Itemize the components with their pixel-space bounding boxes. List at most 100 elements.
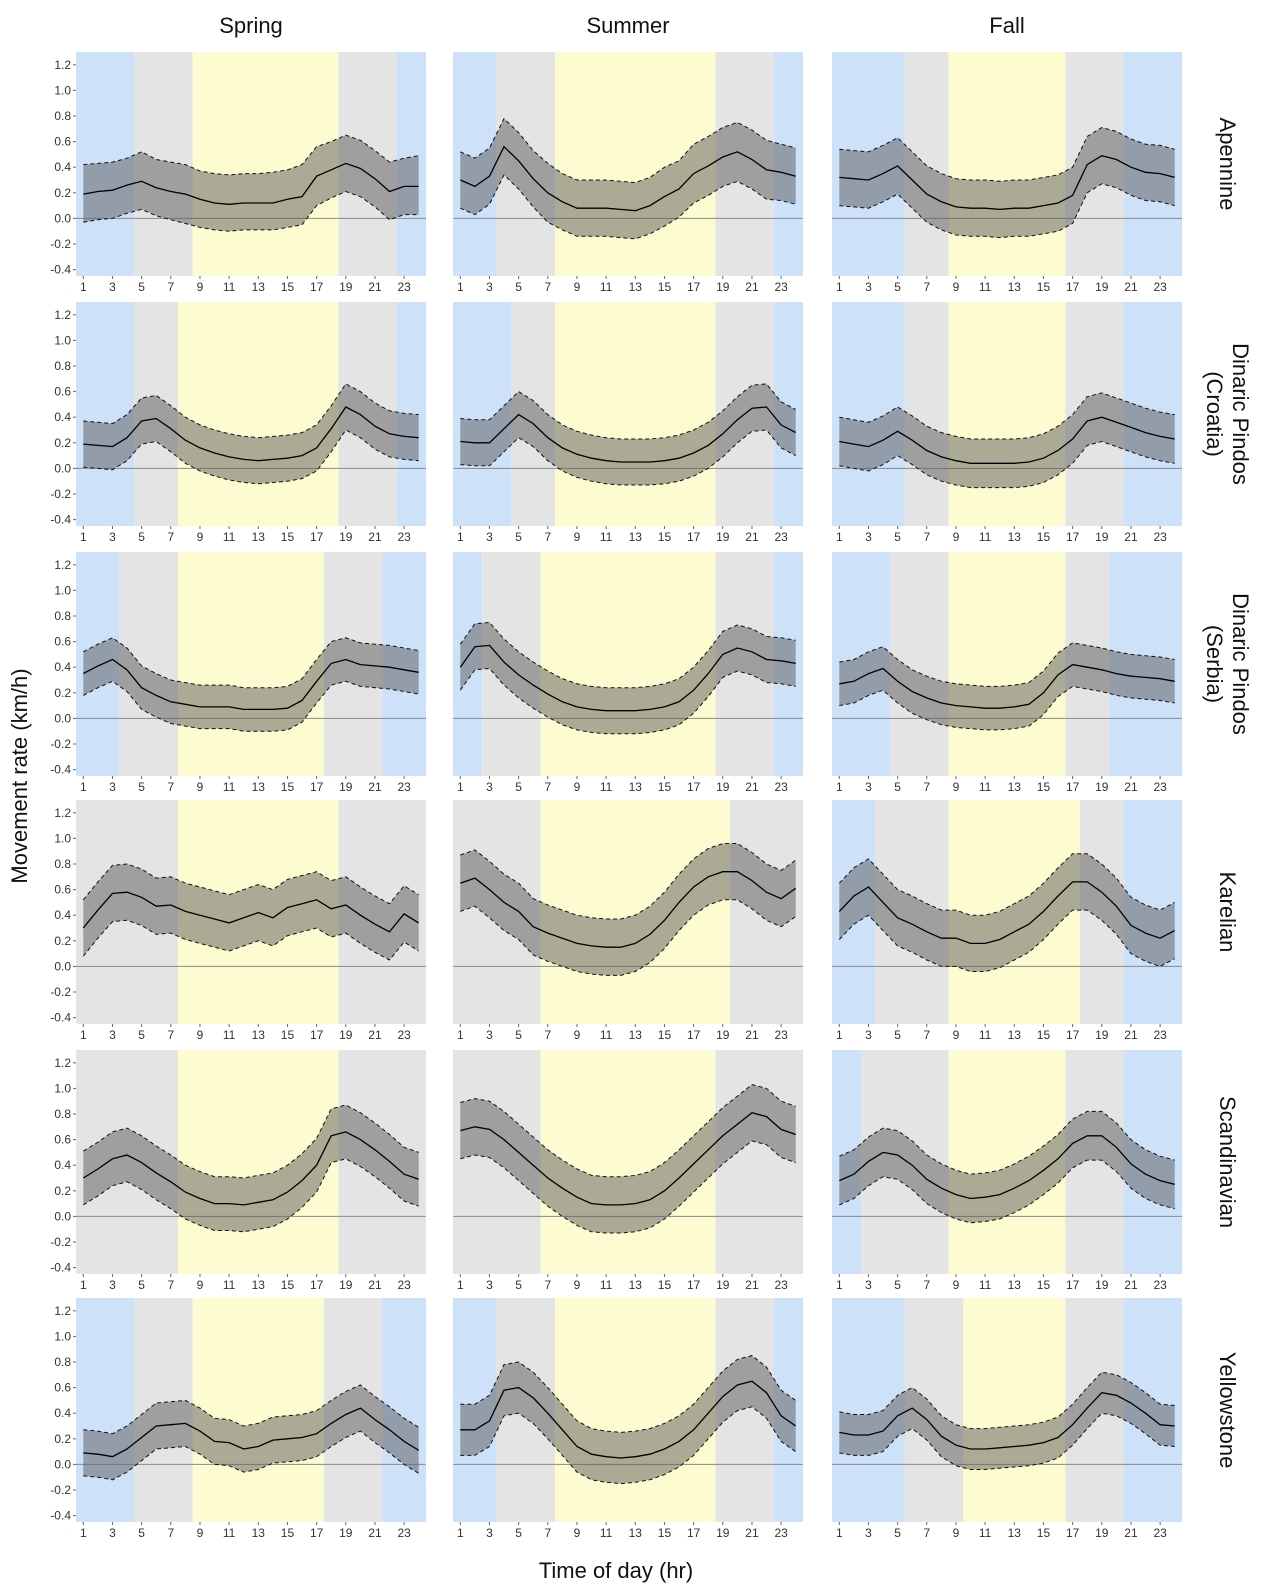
x-tick-label: 19 [339, 780, 353, 794]
column-header: Fall [989, 13, 1024, 38]
x-tick-label: 17 [687, 530, 701, 544]
panel: 1 3 5 7 9 11 13 15 17 19 21 23 [832, 302, 1182, 544]
x-tick-label: 1 [80, 280, 87, 294]
x-tick-label: 19 [339, 1526, 353, 1540]
x-tick-label: 19 [1095, 530, 1109, 544]
x-tick-label: 17 [310, 280, 324, 294]
panel: 1 3 5 7 9 11 13 15 17 19 21 231.21.00.80.60.40.20.0… [50, 52, 426, 294]
x-tick-label: 17 [1066, 1278, 1080, 1292]
x-tick-label: 17 [687, 1278, 701, 1292]
x-tick-label: 11 [223, 530, 236, 544]
x-tick-label: 9 [574, 280, 581, 294]
phase-band-night [76, 1298, 135, 1522]
x-tick-label: 19 [1095, 1278, 1109, 1292]
x-tick-label: 13 [252, 1278, 266, 1292]
row-label-line: Yellowstone [1215, 1352, 1240, 1469]
x-tick-label: 1 [80, 780, 87, 794]
x-tick-label: 9 [197, 1526, 204, 1540]
x-tick-label: 21 [1124, 280, 1138, 294]
x-tick-label: 5 [515, 280, 522, 294]
y-axis-title: Movement rate (km/h) [7, 668, 32, 883]
mean-line [460, 1111, 796, 1206]
y-tick-label: 0.6 [54, 635, 71, 649]
y-tick-label: 0.4 [54, 660, 71, 674]
lower-bound-line [460, 429, 796, 486]
x-tick-label: 3 [865, 780, 872, 794]
x-tick-label: 5 [894, 780, 901, 794]
x-tick-label: 11 [979, 280, 992, 294]
x-tick-label: 1 [836, 1028, 843, 1042]
x-tick-label: 1 [457, 1278, 464, 1292]
row-label-line: Scandinavian [1215, 1096, 1240, 1228]
y-tick-label: 0.0 [54, 711, 71, 725]
y-tick-label: 1.2 [54, 308, 71, 322]
lower-bound-line [838, 909, 1175, 972]
confidence-band [460, 118, 796, 239]
x-tick-label: 17 [687, 780, 701, 794]
x-tick-label: 15 [658, 530, 672, 544]
x-tick-label: 11 [979, 530, 992, 544]
y-tick-label: 0.8 [54, 109, 71, 123]
y-tick-label: 0.8 [54, 1355, 71, 1369]
x-tick-label: 23 [1153, 1278, 1167, 1292]
x-tick-label: 3 [486, 1028, 493, 1042]
x-tick-label: 23 [1153, 280, 1167, 294]
x-tick-label: 17 [1066, 1028, 1080, 1042]
y-tick-label: 0.6 [54, 1133, 71, 1147]
upper-bound-line [82, 863, 419, 905]
x-tick-label: 5 [515, 530, 522, 544]
mean-line [82, 891, 420, 933]
x-tick-label: 11 [223, 780, 236, 794]
row-label: Karelian [1215, 872, 1240, 953]
mean-line [82, 1131, 419, 1206]
y-tick-label: -0.4 [50, 1509, 71, 1523]
lower-bound-line [83, 1158, 419, 1233]
x-tick-label: 21 [368, 280, 382, 294]
y-tick-label: -0.2 [50, 1483, 71, 1497]
x-axis-title: Time of day (hr) [539, 1558, 693, 1583]
x-tick-label: 1 [457, 1526, 464, 1540]
x-tick-label: 11 [600, 1526, 613, 1540]
x-tick-label: 11 [223, 1526, 236, 1540]
y-tick-label: 0.2 [54, 686, 71, 700]
y-tick-label: 0.6 [54, 1381, 71, 1395]
x-tick-label: 17 [687, 280, 701, 294]
x-tick-label: 13 [629, 1278, 643, 1292]
column-header: Spring [219, 13, 283, 38]
y-tick-label: 1.2 [54, 1056, 71, 1070]
x-tick-label: 5 [894, 530, 901, 544]
y-tick-label: -0.2 [50, 737, 71, 751]
y-axis-title-group: Movement rate (km/h) [7, 668, 32, 883]
phase-band-day [948, 52, 1066, 276]
lower-bound-line [460, 899, 796, 976]
phase-band-day [555, 302, 716, 526]
x-tick-label: 3 [865, 1278, 872, 1292]
mean-line [838, 881, 1176, 945]
x-tick-label: 23 [1153, 780, 1167, 794]
x-tick-label: 5 [138, 1526, 145, 1540]
x-tick-label: 3 [109, 1526, 116, 1540]
y-tick-label: 1.0 [54, 333, 71, 347]
confidence-band [460, 1084, 796, 1233]
mean-line [83, 162, 419, 205]
x-tick-label: 1 [836, 780, 843, 794]
y-tick-label: 1.2 [54, 58, 71, 72]
y-tick-label: -0.2 [50, 487, 71, 501]
x-tick-label: 11 [223, 1028, 236, 1042]
x-tick-label: 1 [457, 280, 464, 294]
y-tick-label: 0.0 [54, 211, 71, 225]
phase-band-day [948, 302, 1066, 526]
x-tick-label: 1 [836, 280, 843, 294]
x-tick-label: 21 [368, 530, 382, 544]
x-tick-label: 17 [310, 1278, 324, 1292]
x-tick-label: 3 [865, 1526, 872, 1540]
x-tick-label: 3 [865, 280, 872, 294]
x-tick-label: 9 [197, 1028, 204, 1042]
x-tick-label: 15 [658, 780, 672, 794]
mean-line [460, 871, 797, 948]
x-tick-label: 3 [109, 280, 116, 294]
phase-band-day [540, 552, 716, 776]
y-tick-label: 1.0 [54, 1081, 71, 1095]
y-tick-label: -0.4 [50, 1011, 71, 1025]
